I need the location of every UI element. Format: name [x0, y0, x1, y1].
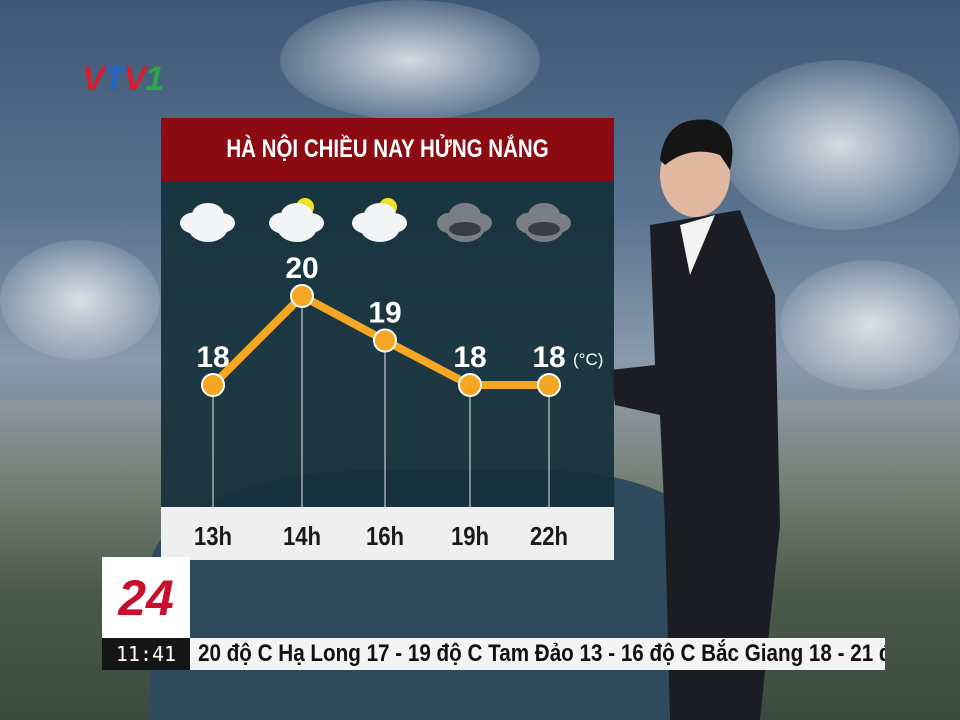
- cloud-shape: [360, 212, 400, 242]
- cloud-shadow: [449, 222, 481, 236]
- data-label: 20: [285, 252, 318, 285]
- cloudy-icon: [180, 203, 235, 242]
- data-point: [458, 373, 482, 397]
- data-point: [290, 284, 314, 308]
- presenter: [610, 119, 780, 720]
- cloud-shape: [277, 212, 317, 242]
- data-label: 18: [532, 341, 565, 374]
- data-point: [537, 373, 561, 397]
- 24h-logo: 24: [102, 557, 190, 638]
- x-tick-label: 13h: [193, 521, 233, 551]
- data-label: 18: [196, 341, 229, 374]
- data-label: 19: [368, 297, 401, 330]
- overcast-icon: [437, 203, 492, 242]
- weather-chart-panel: HÀ NỘI CHIỀU NAY HỬNG NẮNG 18 20 19 18 18 (°C…: [161, 118, 614, 560]
- background-cloud: [720, 60, 960, 230]
- news-ticker: 20 độ C Hạ Long 17 - 19 độ C Tam Đảo 13 …: [190, 638, 885, 670]
- unit-label: (°C): [573, 350, 603, 369]
- partly-sunny-icon: [269, 198, 324, 242]
- ticker-text: 20 độ C Hạ Long 17 - 19 độ C Tam Đảo 13 …: [198, 640, 885, 667]
- vtv1-logo: VTV1: [82, 60, 164, 98]
- x-tick-label: 19h: [450, 521, 490, 551]
- time-labels-bar: 13h 14h 16h 19h 22h: [161, 507, 614, 560]
- temperature-line-chart: 18 20 19 18 18 (°C): [180, 198, 603, 507]
- data-point: [373, 328, 397, 353]
- partly-sunny-icon: [352, 198, 407, 242]
- chart-title: HÀ NỘI CHIỀU NAY HỬNG NẮNG: [226, 135, 549, 163]
- clock: 11:41: [102, 638, 190, 670]
- data-point: [201, 373, 225, 397]
- x-tick-label: 16h: [365, 521, 405, 551]
- background-cloud: [0, 240, 160, 360]
- plot-area: 18 20 19 18 18 (°C): [161, 181, 614, 507]
- background-cloud: [780, 260, 960, 390]
- cloud-shape: [188, 212, 228, 242]
- x-tick-label: 14h: [282, 521, 322, 551]
- chart-title-bar: HÀ NỘI CHIỀU NAY HỬNG NẮNG: [161, 118, 614, 181]
- 24h-logo-text: 24: [118, 569, 174, 626]
- x-tick-label: 22h: [529, 521, 569, 551]
- data-label: 18: [453, 341, 486, 374]
- cloud-shadow: [528, 222, 560, 236]
- background-cloud: [280, 0, 540, 120]
- overcast-icon: [516, 203, 571, 242]
